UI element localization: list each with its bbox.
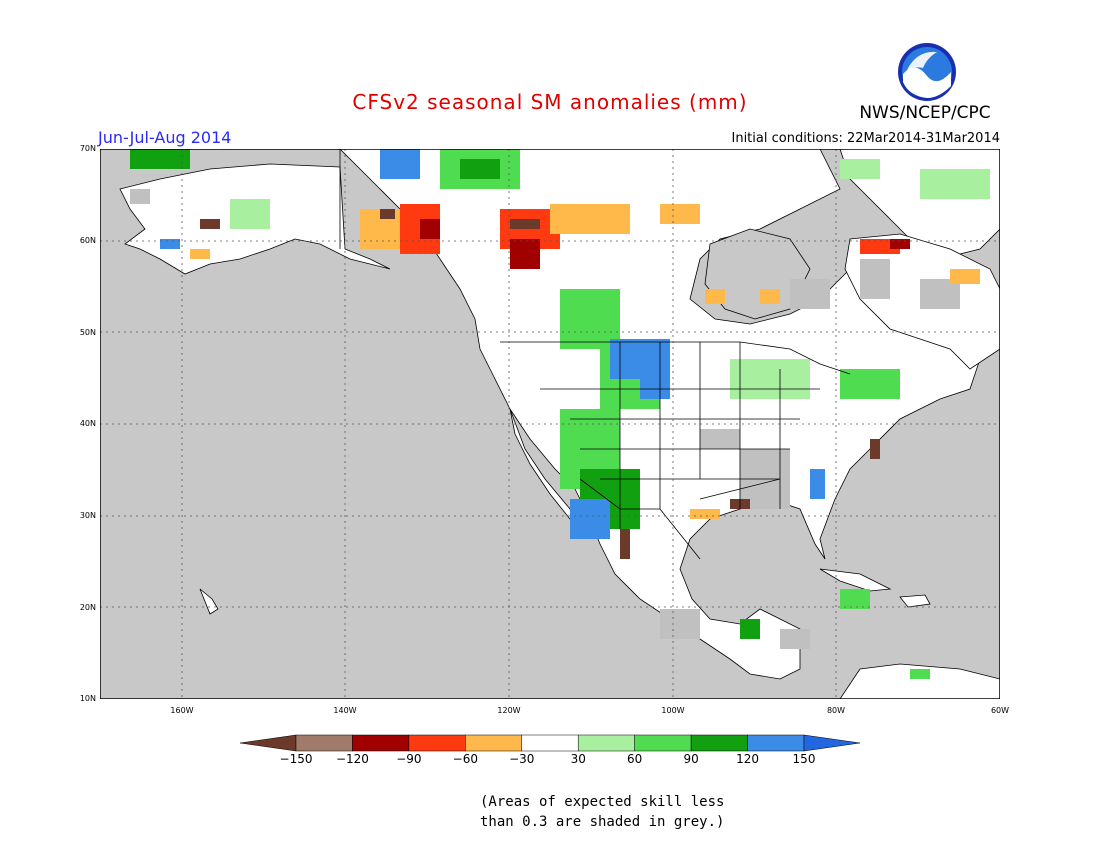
colorbar-segment <box>521 734 579 752</box>
noaa-logo-icon <box>898 43 956 101</box>
lon-label-100w: 100W <box>661 706 685 715</box>
skill-note-line1: (Areas of expected skill less <box>480 794 725 810</box>
skill-note-line2: than 0.3 are shaded in grey.) <box>480 814 725 830</box>
lat-label-30n: 30N <box>79 511 96 520</box>
colorbar-tick-label: 90 <box>683 752 699 766</box>
lon-label-120w: 120W <box>497 706 521 715</box>
colorbar-segment <box>690 734 748 752</box>
colorbar-segment <box>577 734 635 752</box>
lon-label-60w: 60W <box>990 706 1010 715</box>
colorbar-tick-label: −150 <box>279 752 313 766</box>
colorbar-tick-label: −30 <box>509 752 535 766</box>
graticule <box>100 149 1000 699</box>
colorbar-segment <box>465 734 523 752</box>
colorbar-tick-label: 30 <box>570 752 586 766</box>
colorbar-segment <box>747 734 805 752</box>
map-title: CFSv2 seasonal SM anomalies (mm) <box>352 90 748 114</box>
cuba <box>819 568 892 592</box>
lon-label-80w: 80W <box>826 706 846 715</box>
colorbar-tick-label: −120 <box>335 752 369 766</box>
lat-label-50n: 50N <box>79 328 96 337</box>
lat-label-10n: 10N <box>79 694 96 703</box>
colorbar-tick-label: 150 <box>792 752 816 766</box>
colorbar <box>240 734 860 752</box>
south-america <box>839 663 1000 699</box>
colorbar-tick-label: 60 <box>627 752 643 766</box>
colorbar-tick-label: −60 <box>452 752 478 766</box>
soil-moisture-anomaly-map <box>100 149 1000 699</box>
colorbar-tick-label: −90 <box>396 752 422 766</box>
lon-label-140w: 140W <box>333 706 357 715</box>
colorbar-segment <box>803 734 860 752</box>
colorbar-segment <box>295 734 353 752</box>
colorbar-segment <box>352 734 410 752</box>
skill-note: (Areas of expected skill less than 0.3 a… <box>480 792 724 832</box>
lat-label-70n: 70N <box>79 144 96 153</box>
agency-label: NWS/NCEP/CPC <box>859 103 991 123</box>
colorbar-segment <box>634 734 692 752</box>
lat-label-60n: 60N <box>79 236 96 245</box>
hawaii <box>199 588 219 615</box>
lat-label-20n: 20N <box>79 603 96 612</box>
political-boundaries <box>339 149 851 560</box>
initial-conditions-label: Initial conditions: 22Mar2014-31Mar2014 <box>731 131 1001 146</box>
colorbar-segment <box>240 734 297 752</box>
hispaniola <box>899 594 931 608</box>
lat-label-40n: 40N <box>79 419 96 428</box>
colorbar-segment <box>408 734 466 752</box>
season-label: Jun-Jul-Aug 2014 <box>98 128 232 147</box>
colorbar-tick-label: 120 <box>736 752 759 766</box>
anomaly-cells <box>130 149 990 679</box>
lon-label-160w: 160W <box>170 706 194 715</box>
